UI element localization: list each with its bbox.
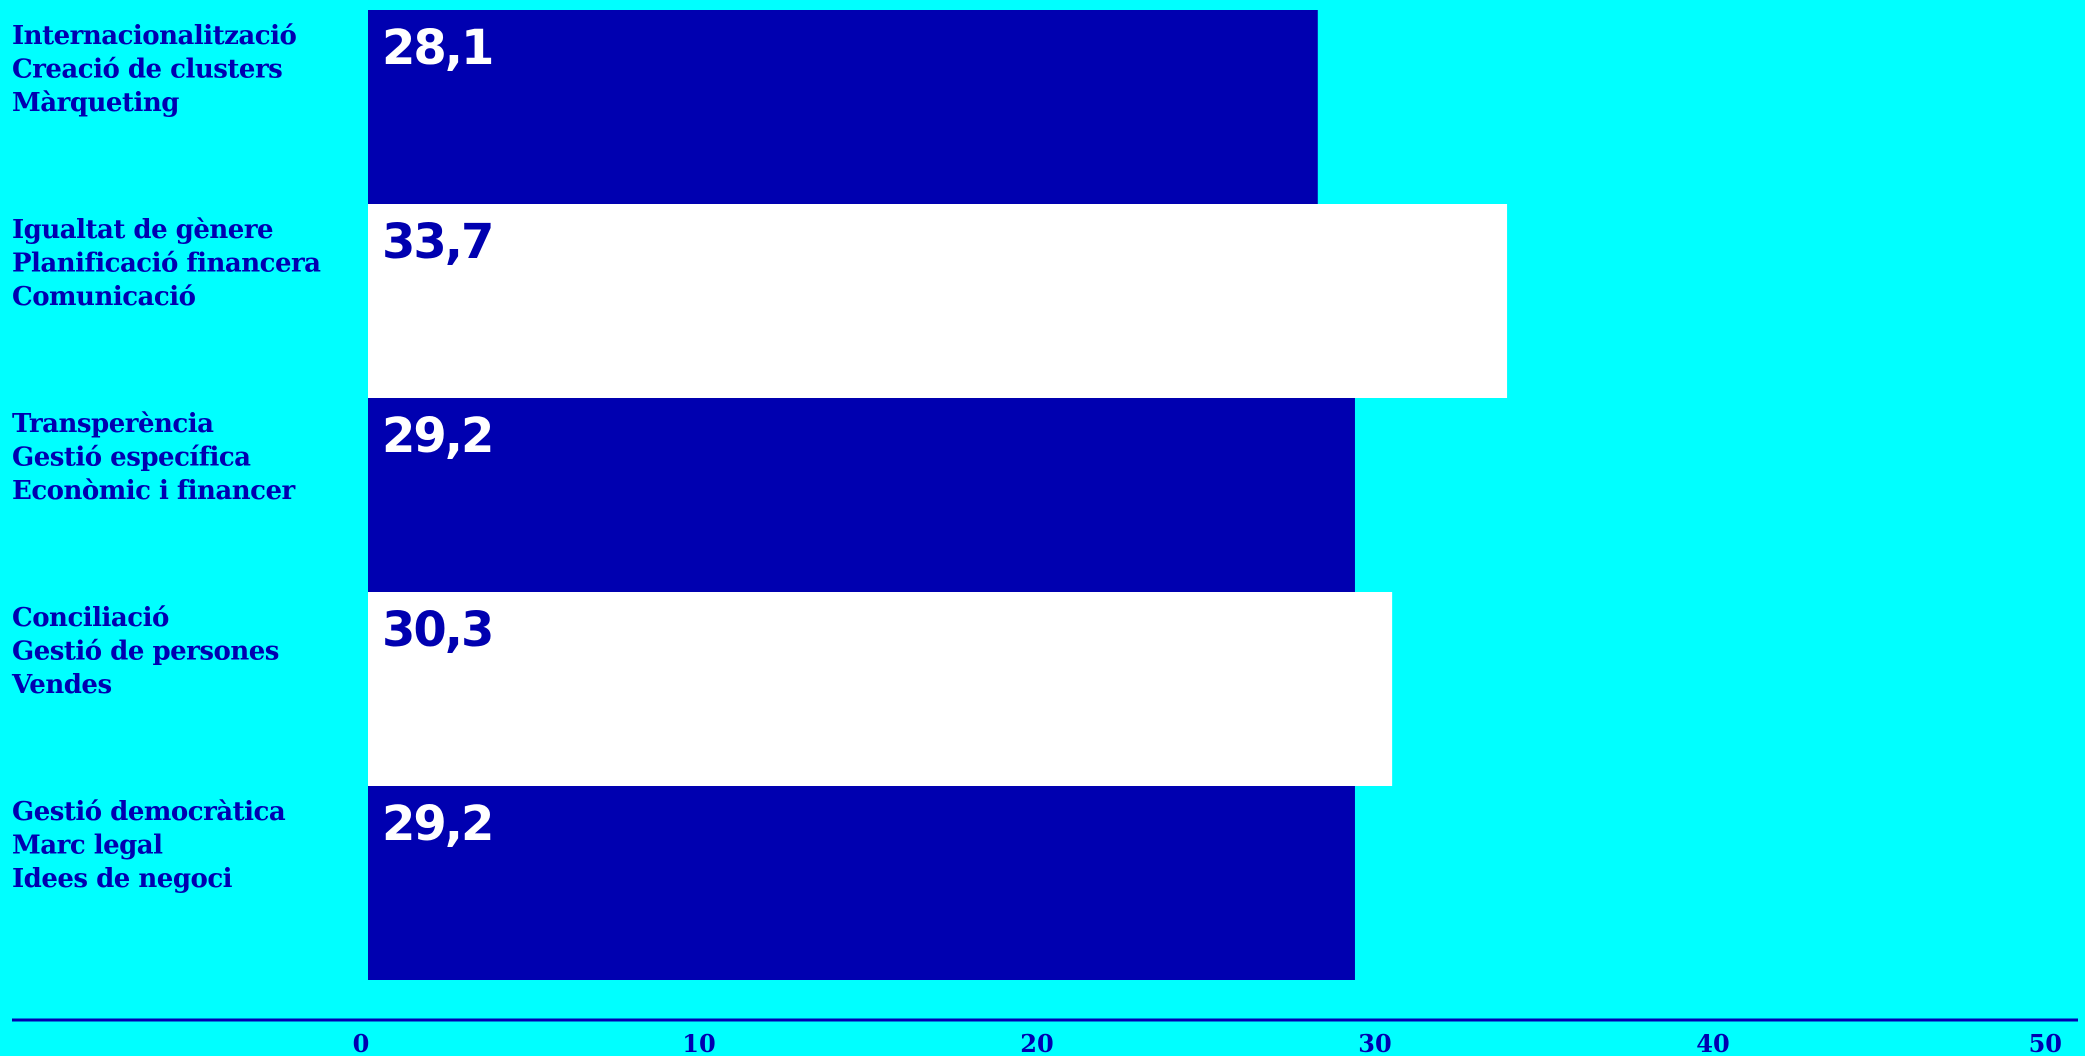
category-label-5-line-2: Marc legal <box>12 831 163 861</box>
category-label-2-line-1: Igualtat de gènere <box>12 215 273 245</box>
bar-value-label-1: 28,1 <box>382 20 492 76</box>
bar-3 <box>368 398 1355 592</box>
bar-4 <box>368 592 1393 786</box>
bar-value-label-2: 33,7 <box>382 214 492 270</box>
category-label-1-line-3: Màrqueting <box>12 88 179 118</box>
category-label-1-line-2: Creació de clusters <box>12 55 282 85</box>
category-label-3-line-1: Transperència <box>12 409 214 439</box>
x-tick-label-20: 20 <box>1020 1029 1053 1056</box>
bar-1 <box>368 10 1318 204</box>
bar-2 <box>368 204 1508 398</box>
category-label-3-line-2: Gestió específica <box>12 443 251 473</box>
bar-value-label-4: 30,3 <box>382 602 492 658</box>
category-label-3-line-3: Econòmic i financer <box>12 476 296 506</box>
category-label-4-line-3: Vendes <box>11 670 112 700</box>
category-label-4-line-1: Conciliació <box>12 603 169 633</box>
category-label-4-line-2: Gestió de persones <box>12 637 279 667</box>
category-label-1-line-1: Internacionalització <box>12 21 296 51</box>
category-label-2-line-3: Comunicació <box>12 282 196 312</box>
x-tick-label-30: 30 <box>1358 1029 1391 1056</box>
category-label-5-line-1: Gestió democràtica <box>12 797 286 827</box>
bar-value-label-3: 29,2 <box>382 408 492 464</box>
x-tick-label-40: 40 <box>1696 1029 1729 1056</box>
x-tick-label-50: 50 <box>2029 1029 2062 1056</box>
x-tick-label-10: 10 <box>682 1029 715 1056</box>
x-tick-label-0: 0 <box>353 1029 370 1056</box>
bar-value-label-5: 29,2 <box>382 796 492 852</box>
category-label-2-line-2: Planificació financera <box>12 249 321 279</box>
bar-5 <box>368 786 1355 980</box>
category-label-5-line-3: Idees de negoci <box>12 864 233 894</box>
